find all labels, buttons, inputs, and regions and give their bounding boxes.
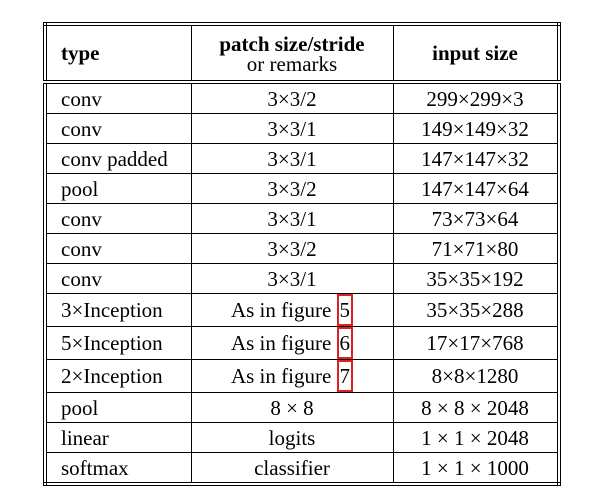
table-cell: 147×147×32 (392, 143, 559, 174)
table-cell: softmax (44, 452, 192, 484)
table-row: conv 3×3/2 299×299×3 (44, 81, 559, 114)
table-wrap: type patch size/stride or remarks input siz… (43, 22, 561, 486)
figure-ref: 7 (336, 360, 354, 392)
table-row: conv padded 3×3/1 147×147×32 (44, 143, 559, 174)
cell-text: As in figure (230, 331, 332, 355)
table-row: 3×Inception As in figure 5 35×35×288 (44, 293, 559, 327)
table-cell: 299×299×3 (392, 81, 559, 114)
table-cell: conv padded (44, 143, 192, 174)
table-cell: logits (190, 422, 394, 453)
table-cell: 8 × 8 × 2048 (392, 392, 559, 423)
table-cell: 3×3/1 (190, 143, 394, 174)
table-cell: 147×147×64 (392, 173, 559, 204)
table-cell: classifier (190, 452, 394, 484)
table-cell: pool (44, 392, 192, 423)
header-cell: patch size/stride or remarks (190, 23, 394, 84)
table-row: 5×Inception As in figure 6 17×17×768 (44, 326, 559, 360)
header-text: patch size/stride (219, 32, 365, 56)
table-cell: 3×3/1 (190, 113, 394, 144)
table-cell: 3×3/2 (190, 81, 394, 114)
table-cell: conv (44, 233, 192, 264)
table-row: conv 3×3/2 71×71×80 (44, 233, 559, 264)
architecture-table: type patch size/stride or remarks input siz… (43, 22, 561, 486)
table-cell: 1 × 1 × 2048 (392, 422, 559, 453)
header-cell: type (44, 23, 192, 84)
table-cell: 3×3/2 (190, 233, 394, 264)
header-row: type patch size/stride or remarks input siz… (44, 23, 559, 84)
table-cell: conv (44, 113, 192, 144)
table-cell: 8×8×1280 (392, 359, 559, 393)
table-cell: 73×73×64 (392, 203, 559, 234)
table-cell: pool (44, 173, 192, 204)
table-cell: 5×Inception (44, 326, 192, 360)
table-cell: 35×35×288 (392, 293, 559, 327)
table-row: conv 3×3/1 35×35×192 (44, 263, 559, 294)
header-cell: input size (392, 23, 559, 84)
table-row: conv 3×3/1 73×73×64 (44, 203, 559, 234)
table-cell: conv (44, 203, 192, 234)
table-cell: 71×71×80 (392, 233, 559, 264)
table-cell: 8 × 8 (190, 392, 394, 423)
table-row: softmax classifier 1 × 1 × 1000 (44, 452, 559, 484)
table-cell: 3×3/1 (190, 263, 394, 294)
table-row: pool 3×3/2 147×147×64 (44, 173, 559, 204)
table-cell: As in figure 5 (190, 293, 394, 327)
table-cell: 3×3/1 (190, 203, 394, 234)
table-cell: 2×Inception (44, 359, 192, 393)
table-cell: 1 × 1 × 1000 (392, 452, 559, 484)
cell-text: As in figure (230, 298, 332, 322)
table-cell: 3×Inception (44, 293, 192, 327)
header-subtext: or remarks (246, 52, 338, 76)
table-row: 2×Inception As in figure 7 8×8×1280 (44, 359, 559, 393)
table-cell: linear (44, 422, 192, 453)
table-cell: 35×35×192 (392, 263, 559, 294)
table-row: linear logits 1 × 1 × 2048 (44, 422, 559, 453)
table-row: conv 3×3/1 149×149×32 (44, 113, 559, 144)
table-cell: 149×149×32 (392, 113, 559, 144)
figure-ref: 6 (336, 327, 354, 359)
figure-ref: 5 (336, 294, 354, 326)
table-cell: As in figure 7 (190, 359, 394, 393)
table-cell: conv (44, 263, 192, 294)
table-cell: 17×17×768 (392, 326, 559, 360)
table-cell: conv (44, 81, 192, 114)
table-cell: As in figure 6 (190, 326, 394, 360)
cell-text: As in figure (230, 364, 332, 388)
table-cell: 3×3/2 (190, 173, 394, 204)
